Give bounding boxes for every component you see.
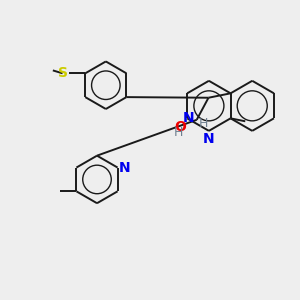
Text: H: H xyxy=(199,117,208,130)
Text: H: H xyxy=(174,126,183,139)
Text: N: N xyxy=(183,111,194,125)
Text: O: O xyxy=(174,120,186,134)
Text: N: N xyxy=(119,160,131,175)
Text: S: S xyxy=(58,66,68,80)
Text: N: N xyxy=(203,132,215,146)
